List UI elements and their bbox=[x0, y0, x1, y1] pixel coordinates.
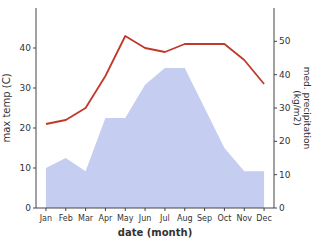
x-tick bbox=[105, 208, 106, 211]
x-tick-label: Jun bbox=[138, 214, 152, 223]
y-tick bbox=[33, 88, 36, 89]
y-tick bbox=[33, 128, 36, 129]
y2-tick bbox=[274, 41, 277, 42]
x-tick bbox=[224, 208, 225, 211]
y-tick-label: 30 bbox=[20, 83, 32, 93]
x-tick-label: Jul bbox=[159, 214, 170, 223]
y2-tick-label: 0 bbox=[279, 203, 285, 213]
x-tick-label: Oct bbox=[217, 214, 231, 223]
x-tick-label: Mar bbox=[78, 214, 94, 223]
y-tick bbox=[33, 208, 36, 209]
y2-tick bbox=[274, 174, 277, 175]
x-tick bbox=[65, 208, 66, 211]
y2-tick-label: 40 bbox=[279, 70, 291, 80]
x-tick-label: May bbox=[117, 214, 134, 223]
x-tick-label: Apr bbox=[98, 214, 113, 223]
y-axis-line bbox=[36, 8, 37, 208]
y2-axis-label-line: med. precipitation bbox=[302, 67, 312, 149]
x-axis-line bbox=[36, 208, 274, 209]
y2-tick-label: 20 bbox=[279, 136, 291, 146]
y2-tick-label: 10 bbox=[279, 170, 291, 180]
data-layer bbox=[46, 36, 264, 208]
x-tick-label: Aug bbox=[177, 214, 193, 223]
y2-tick bbox=[274, 108, 277, 109]
x-tick-label: Nov bbox=[236, 214, 252, 223]
y-tick-label: 20 bbox=[20, 123, 32, 133]
x-tick bbox=[264, 208, 265, 211]
x-tick-label: Dec bbox=[256, 214, 271, 223]
precipitation-area bbox=[46, 68, 264, 208]
x-tick bbox=[244, 208, 245, 211]
y2-axis-label-line: (kg/m2) bbox=[292, 90, 302, 125]
x-tick bbox=[45, 208, 46, 211]
x-tick bbox=[145, 208, 146, 211]
x-tick bbox=[85, 208, 86, 211]
x-tick bbox=[164, 208, 165, 211]
chart: 0 10 20 30 40 0 10 20 30 40 50 Jan Feb Mar Apr May Jun Ju… bbox=[0, 0, 318, 242]
y2-tick-label: 30 bbox=[279, 103, 291, 113]
y-tick bbox=[33, 168, 36, 169]
y2-tick bbox=[274, 74, 277, 75]
y-tick-label: 0 bbox=[25, 203, 31, 213]
x-tick bbox=[184, 208, 185, 211]
x-tick bbox=[204, 208, 205, 211]
y2-axis-label: med. precipitation(kg/m2) bbox=[292, 67, 312, 149]
y-axis-label: max temp (C) bbox=[1, 73, 12, 142]
temperature-line bbox=[46, 36, 264, 124]
y2-tick-label: 50 bbox=[279, 36, 291, 46]
x-tick-label: Jan bbox=[39, 214, 52, 223]
y-tick bbox=[33, 48, 36, 49]
y2-tick bbox=[274, 141, 277, 142]
y2-tick bbox=[274, 208, 277, 209]
y-tick-label: 10 bbox=[20, 163, 32, 173]
x-tick bbox=[125, 208, 126, 211]
x-tick-label: Feb bbox=[59, 214, 73, 223]
y-tick-label: 40 bbox=[20, 43, 32, 53]
x-axis-label: date (month) bbox=[118, 227, 192, 238]
x-tick-label: Sep bbox=[197, 214, 212, 223]
